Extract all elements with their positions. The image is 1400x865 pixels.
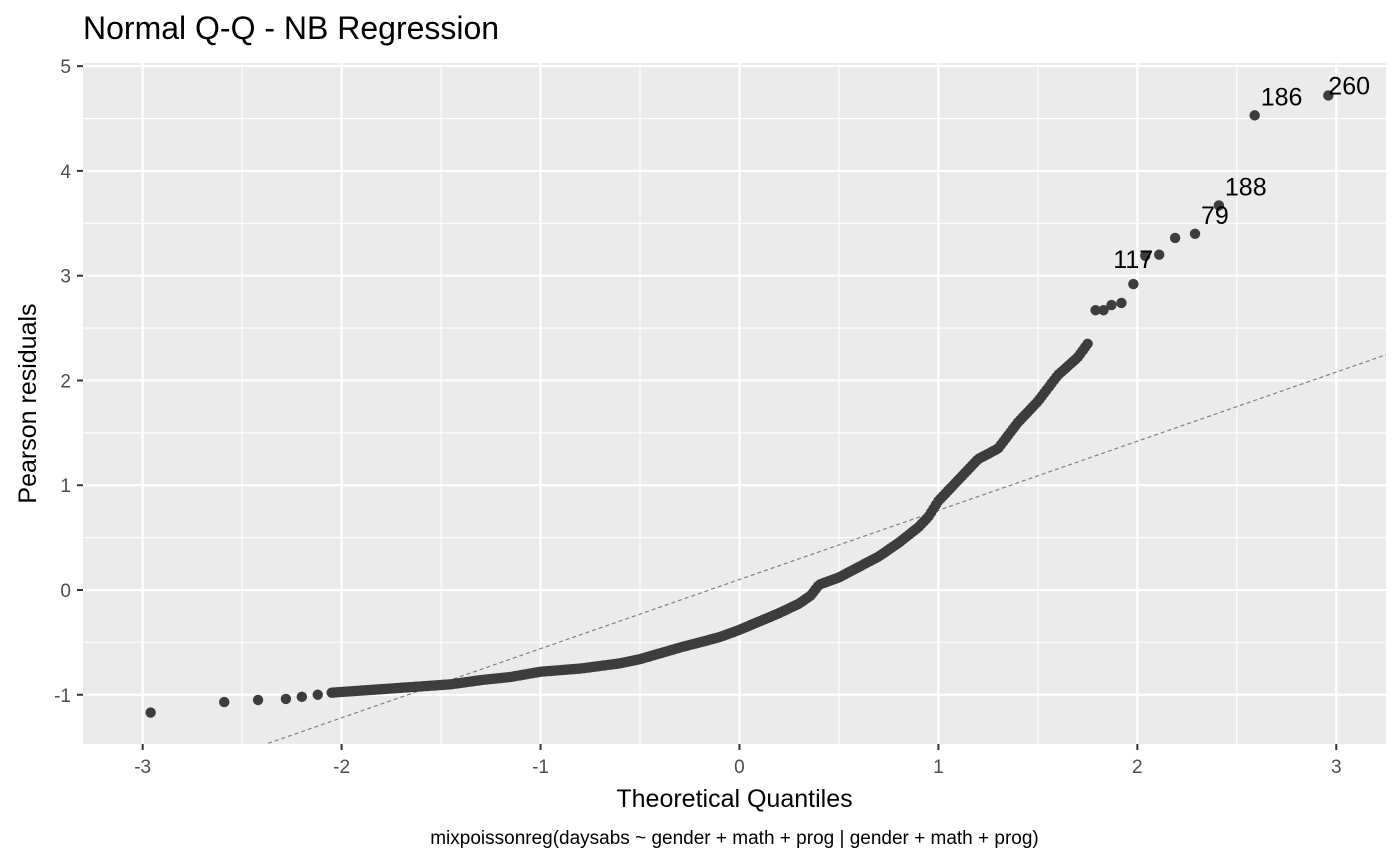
- chart-title: Normal Q-Q - NB Regression: [83, 10, 499, 46]
- data-point: [219, 696, 230, 708]
- y-tick-label: 4: [60, 162, 71, 183]
- x-tick-label: 2: [1132, 757, 1143, 778]
- point-label: 79: [1201, 202, 1229, 230]
- data-point: [1189, 228, 1201, 239]
- y-tick-label: 0: [60, 581, 71, 602]
- data-point: [1140, 250, 1151, 261]
- y-axis-title: Pearson residuals: [14, 303, 42, 503]
- reference-line-group: [264, 354, 1386, 744]
- grid-lines: [83, 63, 1386, 744]
- point-label: 188: [1225, 173, 1267, 201]
- data-point: [1323, 90, 1334, 101]
- y-tick-label: -1: [54, 686, 71, 707]
- data-point: [1098, 305, 1109, 316]
- data-point: [1128, 278, 1139, 290]
- data-point: [1154, 249, 1165, 260]
- data-point: [252, 694, 264, 706]
- data-point: [296, 691, 308, 703]
- y-tick-label: 1: [60, 476, 71, 497]
- x-tick-label: 3: [1331, 757, 1342, 778]
- x-tick-label: -3: [134, 757, 151, 778]
- x-tick-label: 1: [933, 757, 944, 778]
- data-point: [1090, 305, 1101, 316]
- data-point: [280, 693, 292, 705]
- point-label: 260: [1328, 72, 1370, 100]
- x-tick-label: 0: [734, 757, 745, 778]
- caption: mixpoissonreg(daysabs ~ gender + math + …: [430, 828, 1039, 849]
- y-tick-label: 2: [60, 371, 71, 392]
- data-point: [1213, 200, 1225, 211]
- x-tick-label: -1: [532, 757, 549, 778]
- point-label: 186: [1261, 83, 1303, 111]
- y-tick-label: 3: [60, 267, 71, 288]
- y-tick-label: 5: [60, 57, 71, 78]
- x-axis-title: Theoretical Quantiles: [616, 785, 852, 813]
- data-point: [1116, 297, 1127, 309]
- data-point: [145, 707, 156, 718]
- data-point: [1249, 110, 1260, 121]
- data-point: [1169, 232, 1181, 244]
- point-label: 117: [1113, 246, 1153, 274]
- axis-ticks: -3 -2 -1 0 1 2 3 -1 0 1 2 3 4 5: [54, 57, 1341, 778]
- qq-reference-line: [264, 354, 1386, 744]
- data-point: [312, 689, 323, 700]
- points-group: [145, 90, 1334, 718]
- data-point: [1106, 299, 1117, 311]
- data-point: [1082, 338, 1093, 349]
- x-tick-label: -2: [333, 757, 350, 778]
